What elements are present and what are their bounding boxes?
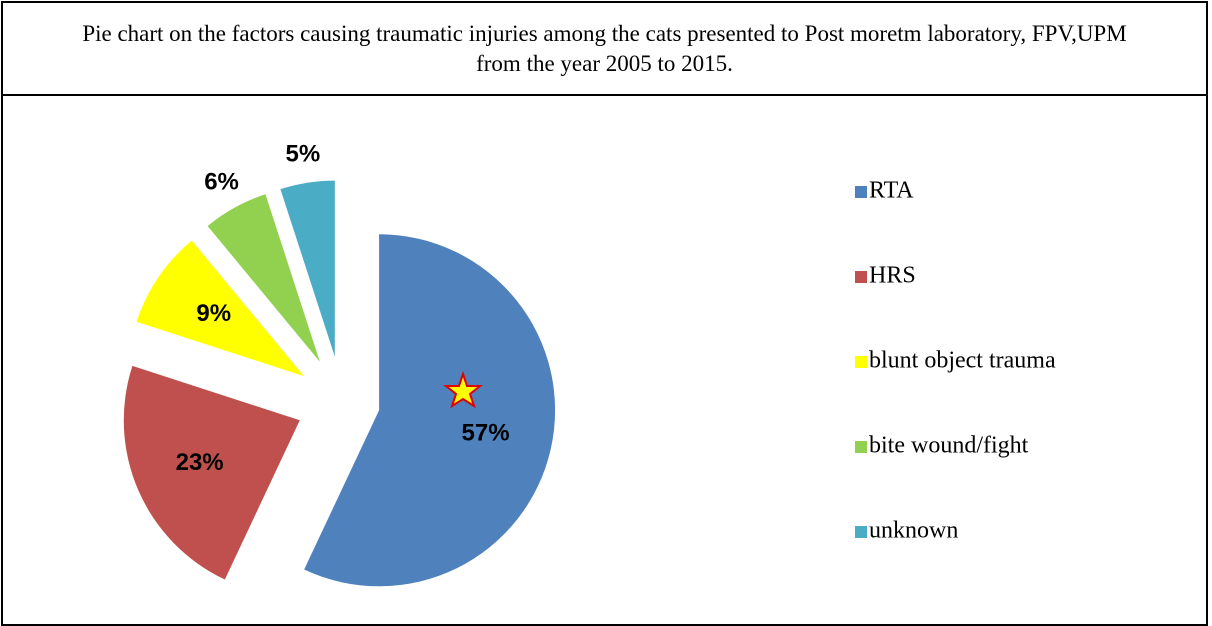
data-label: 6% [204,168,239,195]
legend-swatch [855,441,867,453]
pie-slice [136,240,304,377]
pie-slice [304,234,556,587]
pie-slice [123,365,300,580]
legend-swatch [855,186,867,198]
legend-label: HRS [869,263,916,289]
pie-slice [207,194,320,362]
data-label: 57% [462,419,510,446]
legend-label: bite wound/fight [869,433,1029,459]
legend-swatch [855,356,867,368]
data-label: 23% [176,449,224,476]
star [443,370,483,409]
legend-label: unknown [869,518,958,544]
pie-slice [280,180,335,357]
data-label: 5% [286,140,321,167]
chart-title: Pie chart on the factors causing traumat… [1,1,1208,96]
legend-swatch [855,526,867,538]
legend-label: RTA [869,178,914,204]
data-label: 9% [196,300,231,327]
legend-swatch [855,271,867,283]
legend-label: blunt object trauma [869,348,1056,374]
